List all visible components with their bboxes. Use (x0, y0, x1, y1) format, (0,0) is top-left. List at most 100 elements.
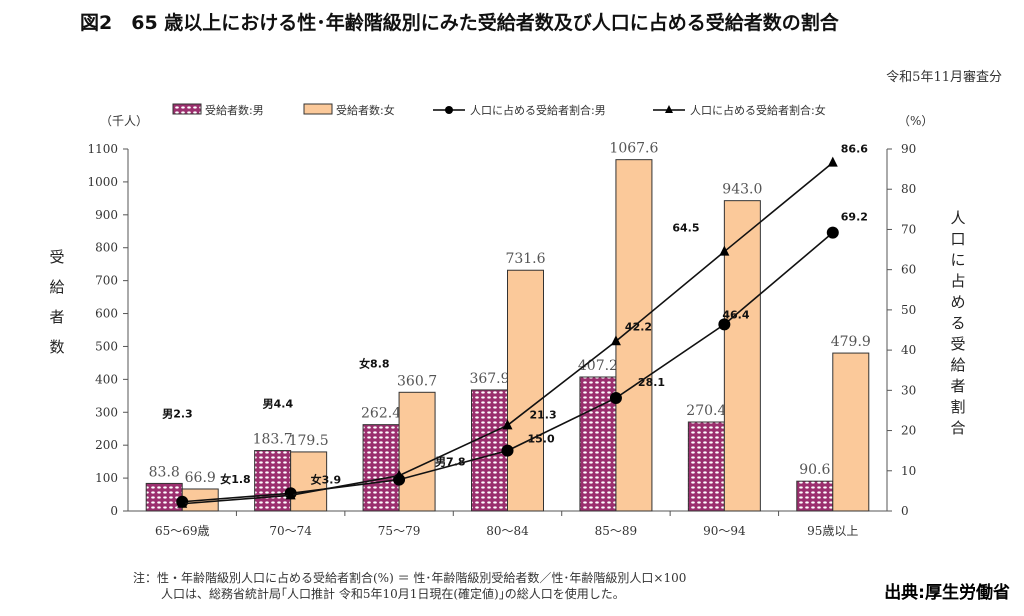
y2-tick-label: 30 (901, 383, 916, 397)
y-tick-label: 1100 (87, 142, 118, 156)
marker-female-ratio (827, 156, 838, 167)
y2-axis-title-char: 給 (950, 356, 965, 374)
marker-male-ratio (718, 318, 731, 331)
y-tick-label: 800 (95, 241, 118, 255)
x-tick-label: 65～69歳 (155, 524, 210, 538)
y-tick-label: 100 (95, 471, 118, 485)
y-axis-title-char: 受 (49, 248, 64, 266)
y-tick-label: 1000 (87, 175, 118, 189)
bar-female (398, 391, 436, 512)
y2-axis-title-char: 合 (950, 419, 965, 437)
x-tick-label: 75～79 (378, 524, 421, 538)
legend-label: 受給者数:男 (205, 103, 264, 117)
legend-swatch-male-bar (172, 103, 202, 115)
marker-female-ratio (394, 469, 405, 480)
y2-unit-label: （%） (898, 114, 933, 128)
bar-value-label: 179.5 (289, 433, 329, 449)
ratio-data-label: 21.3 (530, 408, 557, 421)
y2-axis-title-char: 受 (950, 335, 965, 353)
bar-female (615, 159, 653, 512)
y-tick-label: 0 (110, 504, 118, 518)
x-tick-label: 70～74 (269, 524, 312, 538)
bar-male (579, 376, 617, 512)
y-tick-label: 700 (95, 274, 118, 288)
y2-axis-title-char: に (950, 251, 965, 269)
marker-female-ratio (610, 335, 621, 346)
marker-male-ratio (826, 226, 839, 239)
bar-value-label: 360.7 (397, 373, 437, 389)
y-tick-label: 300 (95, 405, 118, 419)
x-tick-label: 90～94 (703, 524, 746, 538)
bar-value-label: 943.0 (722, 182, 762, 198)
y2-tick-label: 10 (901, 464, 916, 478)
y-axis-title-char: 者 (49, 308, 64, 326)
y-tick-label: 500 (95, 339, 118, 353)
marker-female-ratio (719, 245, 730, 256)
bar-female (832, 352, 870, 512)
marker-female-ratio (502, 419, 513, 430)
y2-tick-label: 90 (901, 142, 916, 156)
y2-tick-label: 20 (901, 424, 916, 438)
y2-tick-label: 50 (901, 303, 916, 317)
y-tick-label: 900 (95, 208, 118, 222)
bar-value-label: 479.9 (831, 334, 871, 350)
bar-value-label: 262.4 (361, 406, 401, 422)
x-tick-label: 95歳以上 (807, 524, 858, 538)
bar-value-label: 1067.6 (609, 141, 658, 157)
bar-male (796, 480, 834, 512)
y2-tick-label: 80 (901, 182, 916, 196)
y-tick-label: 600 (95, 307, 118, 321)
y2-axis-title-char: 割 (950, 398, 965, 416)
y2-axis-title-char: 占 (950, 272, 965, 290)
ratio-data-label: 64.5 (672, 222, 699, 235)
legend-marker-circle (445, 106, 453, 114)
bar-male (687, 421, 725, 512)
chart-subtitle: 令和5年11月審査分 (886, 70, 1002, 85)
bar-value-label: 90.6 (799, 462, 830, 478)
ratio-data-label: 46.4 (722, 308, 749, 321)
bar-female (507, 269, 544, 512)
y-tick-label: 200 (95, 438, 118, 452)
y-axis-title-char: 給 (49, 278, 64, 296)
y2-tick-label: 40 (901, 343, 916, 357)
bar-male (362, 424, 400, 512)
marker-male-ratio (609, 391, 622, 404)
y2-axis-title-char: る (950, 314, 965, 332)
footnote-line: 注：性・年齢階級別人口に占める受給者割合(%) ＝ 性･年齢階級別受給者数／性･… (133, 571, 687, 585)
bar-value-label: 83.8 (149, 464, 180, 480)
bar-female (723, 200, 761, 512)
y2-tick-label: 60 (901, 263, 916, 277)
chart-title: 図2 65 歳以上における性･年齢階級別にみた受給者数及び人口に占める受給者数の… (80, 12, 839, 34)
marker-female-ratio (285, 489, 296, 500)
y-axis-title-char: 数 (49, 338, 64, 356)
source-credit: 出典:厚生労働省 (884, 583, 1010, 603)
marker-male-ratio (501, 444, 514, 457)
bar-female (290, 451, 328, 512)
footnote-line: 人口は、総務省統計局｢人口推計 令和5年10月1日現在(確定値)｣の総人口を使用… (161, 587, 625, 601)
legend-marker-triangle (665, 105, 673, 113)
y2-tick-label: 0 (901, 504, 909, 518)
legend-label: 受給者数:女 (336, 103, 395, 117)
y-unit-label: （千人） (100, 114, 148, 128)
ratio-data-label: 86.6 (841, 143, 868, 156)
y2-axis-title-char: 口 (950, 230, 965, 248)
bar-value-label: 183.7 (253, 432, 293, 448)
y2-tick-label: 70 (901, 222, 916, 236)
ratio-data-label: 15.0 (528, 433, 555, 446)
bar-value-label: 66.9 (185, 470, 216, 486)
x-tick-label: 85～89 (595, 524, 638, 538)
legend-swatch-female-bar (303, 103, 333, 115)
ratio-data-label: 男4.4 (263, 397, 294, 410)
x-tick-label: 80～84 (486, 524, 529, 538)
ratio-data-label: 女8.8 (359, 357, 390, 371)
ratio-data-label: 女3.9 (311, 472, 342, 486)
bar-value-label: 367.9 (469, 371, 509, 387)
ratio-data-label: 女1.8 (220, 472, 251, 486)
y2-axis-title-char: 者 (950, 377, 965, 395)
ratio-data-label: 28.1 (638, 376, 665, 389)
bar-male (254, 450, 292, 512)
bar-male (145, 482, 183, 512)
y2-axis-title-char: め (950, 293, 965, 311)
